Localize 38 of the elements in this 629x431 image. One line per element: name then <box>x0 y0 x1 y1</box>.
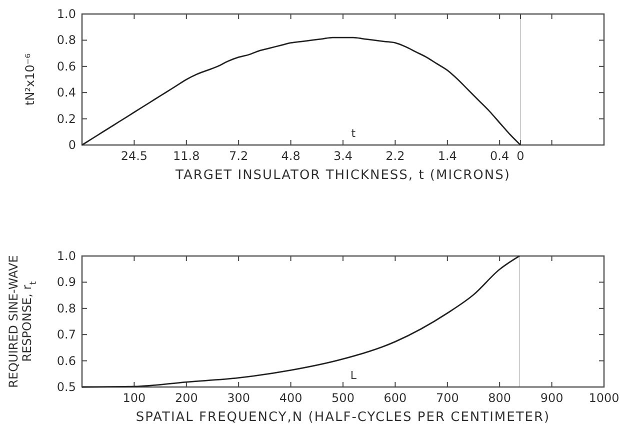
y-tick-label: 0 <box>68 138 76 152</box>
x-tick-label: 100 <box>122 391 146 405</box>
x-tick-label: 11.8 <box>173 149 200 163</box>
x-tick-label: 2.2 <box>386 149 405 163</box>
x-tick-label: 0.4 <box>490 149 510 163</box>
x-tick-label: 400 <box>279 391 302 405</box>
x-tick-label: 300 <box>227 391 250 405</box>
x-tick-label: 4.8 <box>281 149 300 163</box>
y-tick-label: 0.8 <box>56 33 76 48</box>
y-tick-label: 0.9 <box>56 275 76 290</box>
y-tick-label: 1.0 <box>56 249 76 263</box>
y-tick-label: 0.6 <box>56 354 76 368</box>
y-tick-label: 1.0 <box>56 7 76 21</box>
x-tick-label: 3.4 <box>333 149 353 163</box>
x-tick-label: 800 <box>488 391 512 405</box>
x-tick-label: 1.4 <box>438 149 457 163</box>
annotation: t <box>351 127 356 140</box>
line-series <box>81 255 520 388</box>
x-tick-label: 7.2 <box>229 149 248 163</box>
x-tick-label: 700 <box>436 391 459 405</box>
x-tick-label: 600 <box>384 391 407 405</box>
x-axis-title: TARGET INSULATOR THICKNESS, t (MICRONS) <box>174 168 510 183</box>
y-axis-title: tN²x10⁻⁶ <box>23 53 37 106</box>
line-series <box>81 36 522 146</box>
y-tick-label: 0.8 <box>56 301 76 316</box>
y-tick-label: 0.4 <box>56 86 76 100</box>
x-tick-label: 0 <box>516 149 524 163</box>
x-tick-label: 24.5 <box>120 149 148 163</box>
x-tick-label: 500 <box>332 391 354 405</box>
x-axis-title: SPATIAL FREQUENCY,N (HALF-CYCLES PER CENTIMETER) <box>136 410 550 425</box>
x-tick-label: 1000 <box>588 391 620 405</box>
y-tick-label: 0.7 <box>56 328 76 342</box>
y-tick-label: 0.2 <box>56 112 76 126</box>
y-tick-label: 0.6 <box>56 59 76 74</box>
x-tick-label: 900 <box>540 391 564 405</box>
annotation: L <box>350 369 358 382</box>
x-tick-label: 200 <box>174 391 198 405</box>
y-tick-label: 0.5 <box>56 380 76 394</box>
